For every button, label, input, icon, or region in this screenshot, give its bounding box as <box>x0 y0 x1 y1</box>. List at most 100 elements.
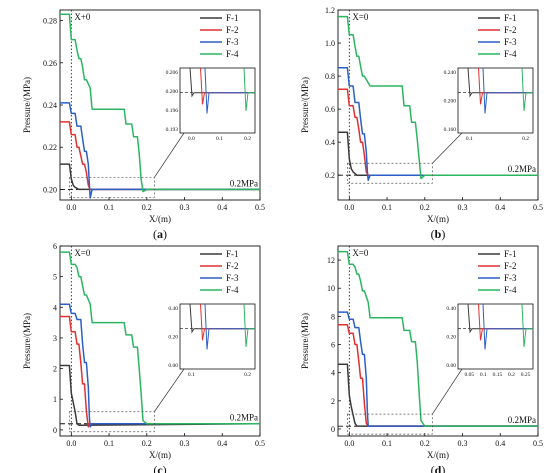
inset-y-tick-label: 0.20 <box>446 335 456 341</box>
y-tick-label: 1.0 <box>325 39 335 48</box>
y-tick-label: 0.22 <box>43 143 57 152</box>
y-tick-label: 10 <box>327 284 335 293</box>
x-tick-label: 0.2 <box>142 203 152 212</box>
legend-entry: F-4 <box>226 49 239 59</box>
legend-entry: F-3 <box>226 37 239 47</box>
origin-label: X+0 <box>74 12 91 22</box>
y-tick-label: 0.20 <box>43 185 57 194</box>
panel-label-open: ( <box>153 463 157 473</box>
inset-y-tick-label: 0.240 <box>444 70 457 76</box>
y-tick-label: 8 <box>331 312 335 321</box>
panel-label-open: ( <box>431 227 435 241</box>
inset-y-tick-label: 0.200 <box>444 99 457 105</box>
x-tick-label: 0.1 <box>104 439 114 448</box>
panel-c: 0.0 0.1 0.2 0.3 0.4 0.5 0 1 2 3 4 5 6 X/(m) Pressure/(… <box>22 242 265 473</box>
inset-series-f-3 <box>204 67 255 114</box>
inset-y-tick-label: 0.160 <box>444 127 457 133</box>
legend-entry: F-1 <box>226 13 239 23</box>
y-tick-label: 12 <box>327 256 335 265</box>
legend-entry: F-3 <box>504 37 517 47</box>
series-line-f-1 <box>60 364 261 427</box>
zoom-region <box>69 411 155 433</box>
y-tick-label: 0 <box>53 426 57 435</box>
x-tick-label: 0.5 <box>255 203 265 212</box>
inset-y-tick-label: 0.00 <box>446 363 456 369</box>
x-axis-label: X/(m) <box>427 450 449 460</box>
inset-connector <box>154 132 185 178</box>
origin-label: X=0 <box>352 12 369 22</box>
y-axis-label: Pressure/(MPa) <box>22 313 32 369</box>
panel-label-close: ) <box>441 227 445 241</box>
x-axis-label: X/(m) <box>149 450 171 460</box>
legend-entry: F-2 <box>226 261 239 271</box>
inset-series-f-3 <box>204 303 255 350</box>
panel-label-open: ( <box>153 227 157 241</box>
y-axis-label: Pressure/(MPa) <box>22 77 32 133</box>
x-tick-label: 0.3 <box>458 203 468 212</box>
y-tick-label: 0.24 <box>43 101 57 110</box>
inset-plot: 0.1 0.2 0.240 0.200 0.160 <box>444 67 534 142</box>
series-line-f-3 <box>60 303 260 428</box>
x-tick-label: 0.5 <box>533 439 543 448</box>
y-tick-label: 2 <box>53 365 57 374</box>
inset-y-tick-label: 0.40 <box>446 306 456 312</box>
panel-b: 0.0 0.1 0.2 0.3 0.4 0.5 0.2 0.4 0.6 0.8 1.0 1.2 X/(m… <box>300 6 543 241</box>
y-tick-label: 0 <box>331 425 335 434</box>
inset-x-tick-label: 0.05 <box>464 372 474 378</box>
inset-x-tick-label: 0.1 <box>188 372 195 378</box>
legend-entry: F-4 <box>504 285 517 295</box>
series-line-f-2 <box>60 121 260 191</box>
x-tick-label: 0.1 <box>382 439 392 448</box>
y-tick-label: 0.8 <box>325 72 335 81</box>
x-tick-label: 0.2 <box>420 203 430 212</box>
x-tick-label: 0.4 <box>217 439 227 448</box>
inset-x-tick-label: 0.15 <box>493 372 503 378</box>
series-line-f-1 <box>338 363 538 427</box>
legend: F-1 F-2 F-3 F-4 <box>200 13 239 59</box>
series-line-f-3 <box>60 102 260 199</box>
panel-label-close: ) <box>163 463 167 473</box>
panels-group: 0.0 0.1 0.2 0.3 0.4 0.50.200.220.240.260.28X/… <box>22 6 543 473</box>
inset-series-f-3 <box>482 303 533 350</box>
y-tick-label: 0.28 <box>43 17 57 26</box>
inset-series-f-4 <box>521 67 533 111</box>
inset-x-tick-label: 0.1 <box>216 136 223 142</box>
panel-d: 0.0 0.1 0.2 0.3 0.4 0.5 0 2 4 6 8 10 12 X/(m) Pressure… <box>300 245 543 473</box>
panel-label-open: ( <box>431 463 435 473</box>
x-tick-label: 0.0 <box>344 203 354 212</box>
inset-y-tick-label: 0.196 <box>166 108 179 114</box>
panel-label-letter: d <box>435 463 442 473</box>
inset-y-tick-label: 0.40 <box>168 306 178 312</box>
series-line-f-1 <box>338 131 538 176</box>
inset-x-tick-label: 0.1 <box>466 136 473 142</box>
legend-entry: F-4 <box>226 285 239 295</box>
x-tick-label: 0.4 <box>495 203 505 212</box>
legend-entry: F-2 <box>226 25 239 35</box>
reference-label: 0.2MPa <box>508 415 536 425</box>
inset-x-tick-label: 0.2 <box>244 372 251 378</box>
series-line-f-2 <box>338 88 538 176</box>
legend: F-1 F-2 F-3 F-4 <box>478 249 517 295</box>
panel-label: (d) <box>431 463 446 473</box>
inset-plot: 0.1 0.2 0.40 0.20 0.00 <box>168 303 256 378</box>
x-tick-label: 0.1 <box>104 203 114 212</box>
y-tick-label: 0.4 <box>325 138 335 147</box>
panel-a: 0.0 0.1 0.2 0.3 0.4 0.5 0.20 0.22 0.24 0.26 0.28 X/… <box>22 9 265 241</box>
panel-label-letter: b <box>435 227 442 241</box>
x-tick-label: 0.0 <box>66 439 76 448</box>
panel-label: (a) <box>153 227 167 241</box>
inset-series-f-4 <box>243 303 255 347</box>
inset-x-tick-label: 0.2 <box>522 136 529 142</box>
reference-label: 0.2MPa <box>508 164 536 174</box>
x-tick-label: 0.2 <box>420 439 430 448</box>
y-tick-label: 2 <box>331 397 335 406</box>
legend-entry: F-1 <box>504 249 517 259</box>
series-line-f-2 <box>338 324 538 427</box>
inset-connector <box>154 368 185 412</box>
y-tick-label: 5 <box>53 273 57 282</box>
x-tick-label: 0.1 <box>382 203 392 212</box>
inset-y-tick-label: 0.00 <box>168 363 178 369</box>
series-line-f-2 <box>60 315 260 428</box>
y-tick-label: 6 <box>331 341 335 350</box>
legend-entry: F-1 <box>226 249 239 259</box>
